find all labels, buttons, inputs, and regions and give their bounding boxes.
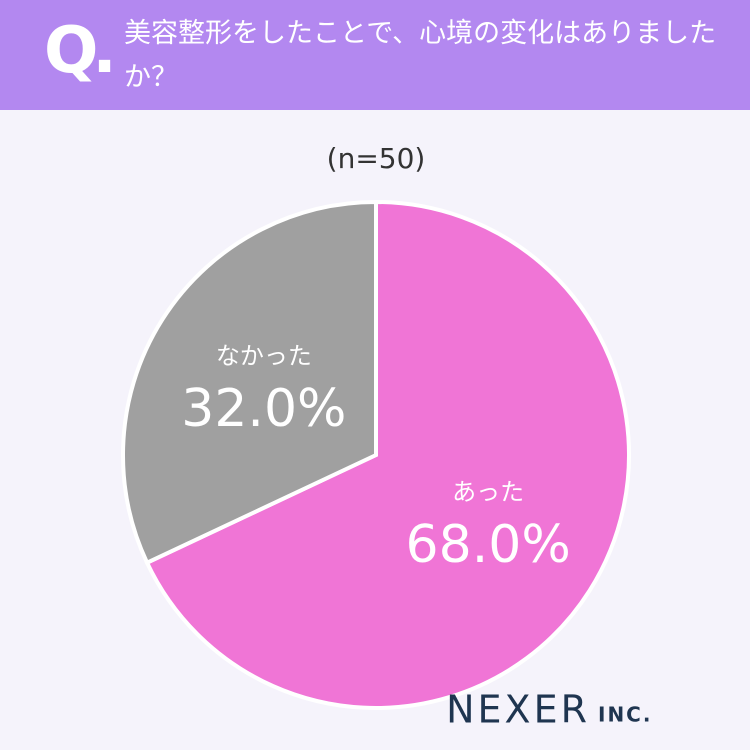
category-label: なかった [216,342,312,370]
logo: NEXER [446,688,590,732]
value-label: 68.0% [406,515,571,575]
subtitle: (n=50) [327,142,426,175]
category-label: あった [452,478,524,506]
chart-title: 美容整形をしたことで、心境の変化はありましたか？ [124,18,717,93]
header: Q. 美容整形をしたことで、心境の変化はありましたか？ [0,0,750,110]
wedge [121,199,378,566]
value-label: 32.0% [181,379,346,439]
q-mark: Q. [44,14,117,88]
pie [121,199,631,710]
labels: あった 68.0% なかった 32.0% [181,342,570,575]
logo-suffix: INC. [598,703,652,727]
wedge [144,199,631,710]
